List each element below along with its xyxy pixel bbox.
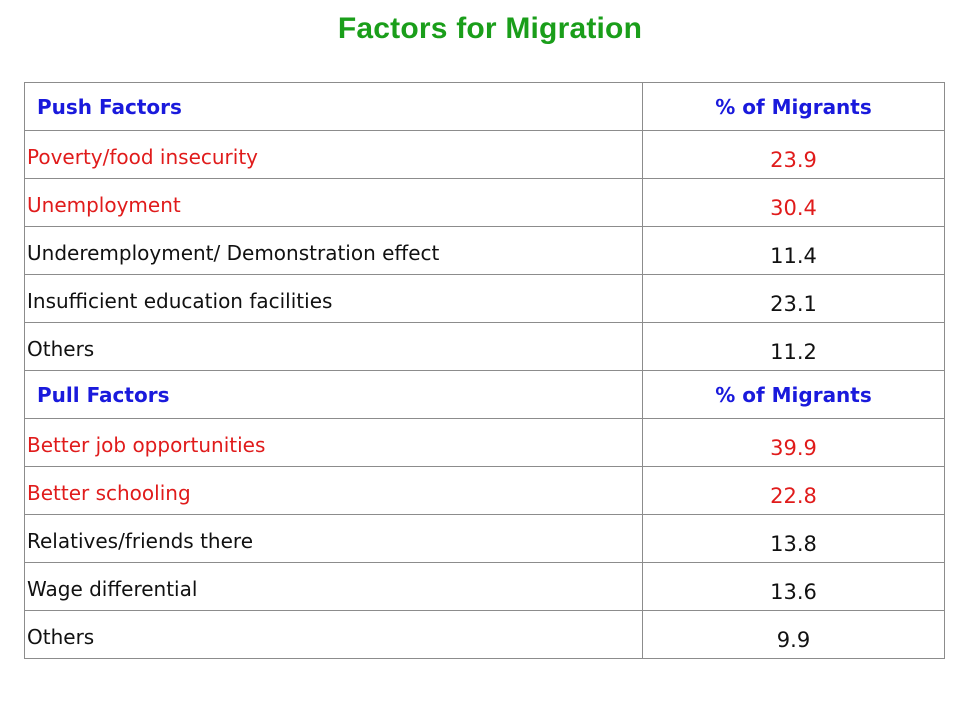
push-header-row: Push Factors % of Migrants [24,82,945,131]
table-row: Others 9.9 [24,610,945,659]
pull-header-row: Pull Factors % of Migrants [24,370,945,419]
factor-label: Underemployment/ Demonstration effect [24,226,643,275]
factor-percent: 11.4 [642,226,945,275]
factor-label: Others [24,610,643,659]
factor-label: Better job opportunities [24,418,643,467]
table-row: Poverty/food insecurity 23.9 [24,130,945,179]
factor-percent: 13.8 [642,514,945,563]
pull-factors-header: Pull Factors [24,370,643,419]
factor-percent: 11.2 [642,322,945,371]
factor-label: Wage differential [24,562,643,611]
table-row: Wage differential 13.6 [24,562,945,611]
factor-label: Unemployment [24,178,643,227]
factor-label: Insufficient education facilities [24,274,643,323]
table-row: Better job opportunities 39.9 [24,418,945,467]
factor-label: Relatives/friends there [24,514,643,563]
table-row: Relatives/friends there 13.8 [24,514,945,563]
factor-label: Poverty/food insecurity [24,130,643,179]
factor-percent: 9.9 [642,610,945,659]
table-row: Underemployment/ Demonstration effect 11… [24,226,945,275]
factor-percent: 30.4 [642,178,945,227]
factor-percent: 22.8 [642,466,945,515]
table-row: Better schooling 22.8 [24,466,945,515]
migration-factors-table: Push Factors % of Migrants Poverty/food … [24,82,945,659]
factor-percent: 39.9 [642,418,945,467]
push-percent-header: % of Migrants [642,82,945,131]
factor-percent: 23.1 [642,274,945,323]
factor-label: Better schooling [24,466,643,515]
push-factors-header: Push Factors [24,82,643,131]
table-row: Others 11.2 [24,322,945,371]
factor-percent: 13.6 [642,562,945,611]
pull-percent-header: % of Migrants [642,370,945,419]
page-title: Factors for Migration [337,12,643,45]
factor-percent: 23.9 [642,130,945,179]
factor-label: Others [24,322,643,371]
table-row: Insufficient education facilities 23.1 [24,274,945,323]
table-row: Unemployment 30.4 [24,178,945,227]
